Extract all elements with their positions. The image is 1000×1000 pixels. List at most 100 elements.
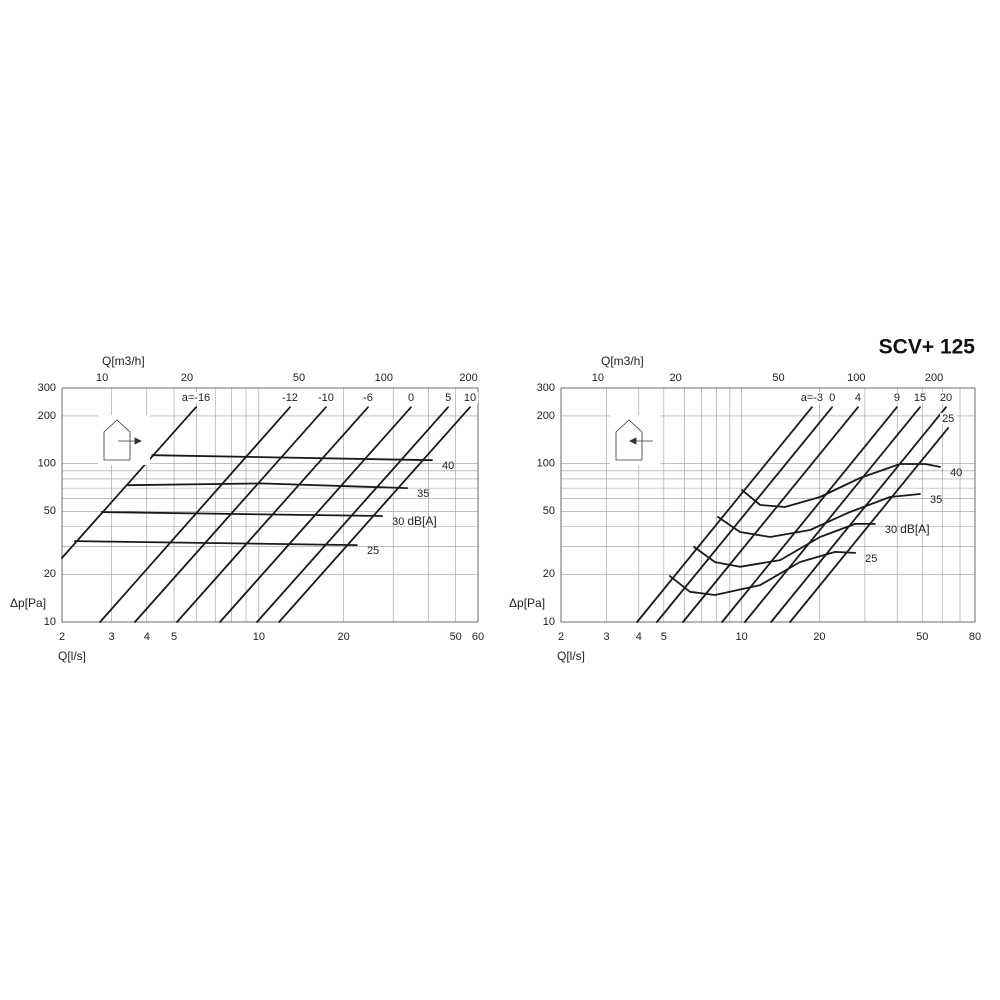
x-tick-label: 3: [603, 631, 609, 643]
x2-tick-label: 10: [592, 372, 604, 384]
damper-line: [636, 406, 813, 623]
line-label: a=-16: [182, 392, 210, 404]
noise-curve: [73, 540, 358, 546]
line-label: 25: [942, 413, 954, 425]
x2-axis-label: Q[m3/h]: [102, 354, 145, 368]
damper-line: [256, 406, 449, 623]
y-tick-label: 300: [537, 382, 555, 394]
label-bg: [852, 392, 864, 404]
line-label: -6: [363, 392, 373, 404]
line-label: 20: [940, 392, 952, 404]
damper-line: [770, 406, 947, 623]
line-label: 4: [855, 392, 861, 404]
label-bg: [827, 392, 838, 404]
x2-tick-label: 20: [670, 372, 682, 384]
line-label: 0: [408, 392, 414, 404]
label-bg: [461, 392, 479, 404]
damper-line: [789, 427, 950, 623]
y-tick-label: 300: [38, 382, 56, 394]
y-tick-label: 20: [543, 568, 555, 580]
y-tick-label: 100: [38, 457, 56, 469]
unit-label: dB[A]: [407, 514, 436, 528]
x-tick-label: 80: [969, 631, 981, 643]
label-bg: [911, 392, 929, 404]
x2-tick-label: 100: [375, 372, 393, 384]
x2-tick-label: 10: [96, 372, 108, 384]
label-bg: [361, 392, 375, 404]
noise-curve: [669, 551, 857, 596]
damper-line: [278, 406, 471, 623]
line-label: -12: [282, 392, 298, 404]
damper-line: [682, 406, 859, 623]
y-axis-label: Δp[Pa]: [10, 596, 46, 610]
x-tick-label: 5: [171, 631, 177, 643]
page-title: SCV+ 125: [879, 336, 976, 359]
x-tick-label: 2: [558, 631, 564, 643]
x-tick-label: 4: [144, 631, 150, 643]
x2-tick-label: 100: [847, 372, 865, 384]
x-tick-label: 20: [813, 631, 825, 643]
label-bg: [891, 392, 902, 404]
x-tick-label: 10: [736, 631, 748, 643]
y-tick-label: 20: [44, 568, 56, 580]
curve-label: 30: [885, 524, 897, 536]
x2-tick-label: 50: [293, 372, 305, 384]
x-axis-label: Q[l/s]: [557, 649, 585, 663]
line-label: 15: [914, 392, 926, 404]
y-tick-label: 10: [543, 616, 555, 628]
damper-line: [656, 406, 833, 623]
line-label: 9: [894, 392, 900, 404]
label-bg: [937, 392, 955, 404]
curve-label: 30: [392, 516, 404, 528]
line-label: 5: [445, 392, 451, 404]
label-bg: [798, 392, 826, 404]
outlet-icon: [610, 415, 660, 465]
x2-tick-label: 50: [772, 372, 784, 384]
x2-tick-label: 200: [925, 372, 943, 384]
x-tick-label: 50: [450, 631, 462, 643]
x-tick-label: 3: [109, 631, 115, 643]
line-label: 0: [829, 392, 835, 404]
damper-line: [99, 406, 291, 623]
x-tick-label: 10: [253, 631, 265, 643]
y-tick-label: 50: [543, 505, 555, 517]
label-bg: [405, 392, 417, 404]
damper-line: [744, 406, 921, 623]
curve-label: 35: [930, 494, 942, 506]
y-tick-label: 100: [537, 457, 555, 469]
line-label: a=-3: [801, 392, 823, 404]
line-label: 10: [464, 392, 476, 404]
x2-tick-label: 200: [459, 372, 477, 384]
curve-label: 25: [367, 545, 379, 557]
damper-line: [61, 406, 197, 559]
noise-curve: [127, 482, 408, 489]
line-label: -10: [318, 392, 334, 404]
x-tick-label: 20: [338, 631, 350, 643]
x2-axis-label: Q[m3/h]: [601, 354, 644, 368]
x-axis-label: Q[l/s]: [58, 649, 86, 663]
y-tick-label: 200: [38, 410, 56, 422]
label-bg: [443, 392, 454, 404]
x2-tick-label: 20: [181, 372, 193, 384]
plot-frame: [61, 387, 479, 623]
label-bg: [179, 392, 213, 404]
noise-curve: [100, 511, 383, 517]
x-tick-label: 50: [916, 631, 928, 643]
x-tick-label: 5: [661, 631, 667, 643]
x-tick-label: 2: [59, 631, 65, 643]
y-tick-label: 200: [537, 410, 555, 422]
inlet-icon: [98, 415, 150, 465]
label-bg: [280, 392, 300, 404]
curve-label: 25: [865, 553, 877, 565]
curve-label: 40: [950, 467, 962, 479]
noise-curve: [693, 523, 876, 568]
noise-curve: [741, 463, 941, 508]
label-bg: [940, 412, 957, 424]
y-axis-label: Δp[Pa]: [509, 596, 545, 610]
noise-curve: [151, 454, 433, 462]
curve-label: 35: [417, 488, 429, 500]
unit-label: dB[A]: [900, 522, 929, 536]
x-tick-label: 60: [472, 631, 484, 643]
